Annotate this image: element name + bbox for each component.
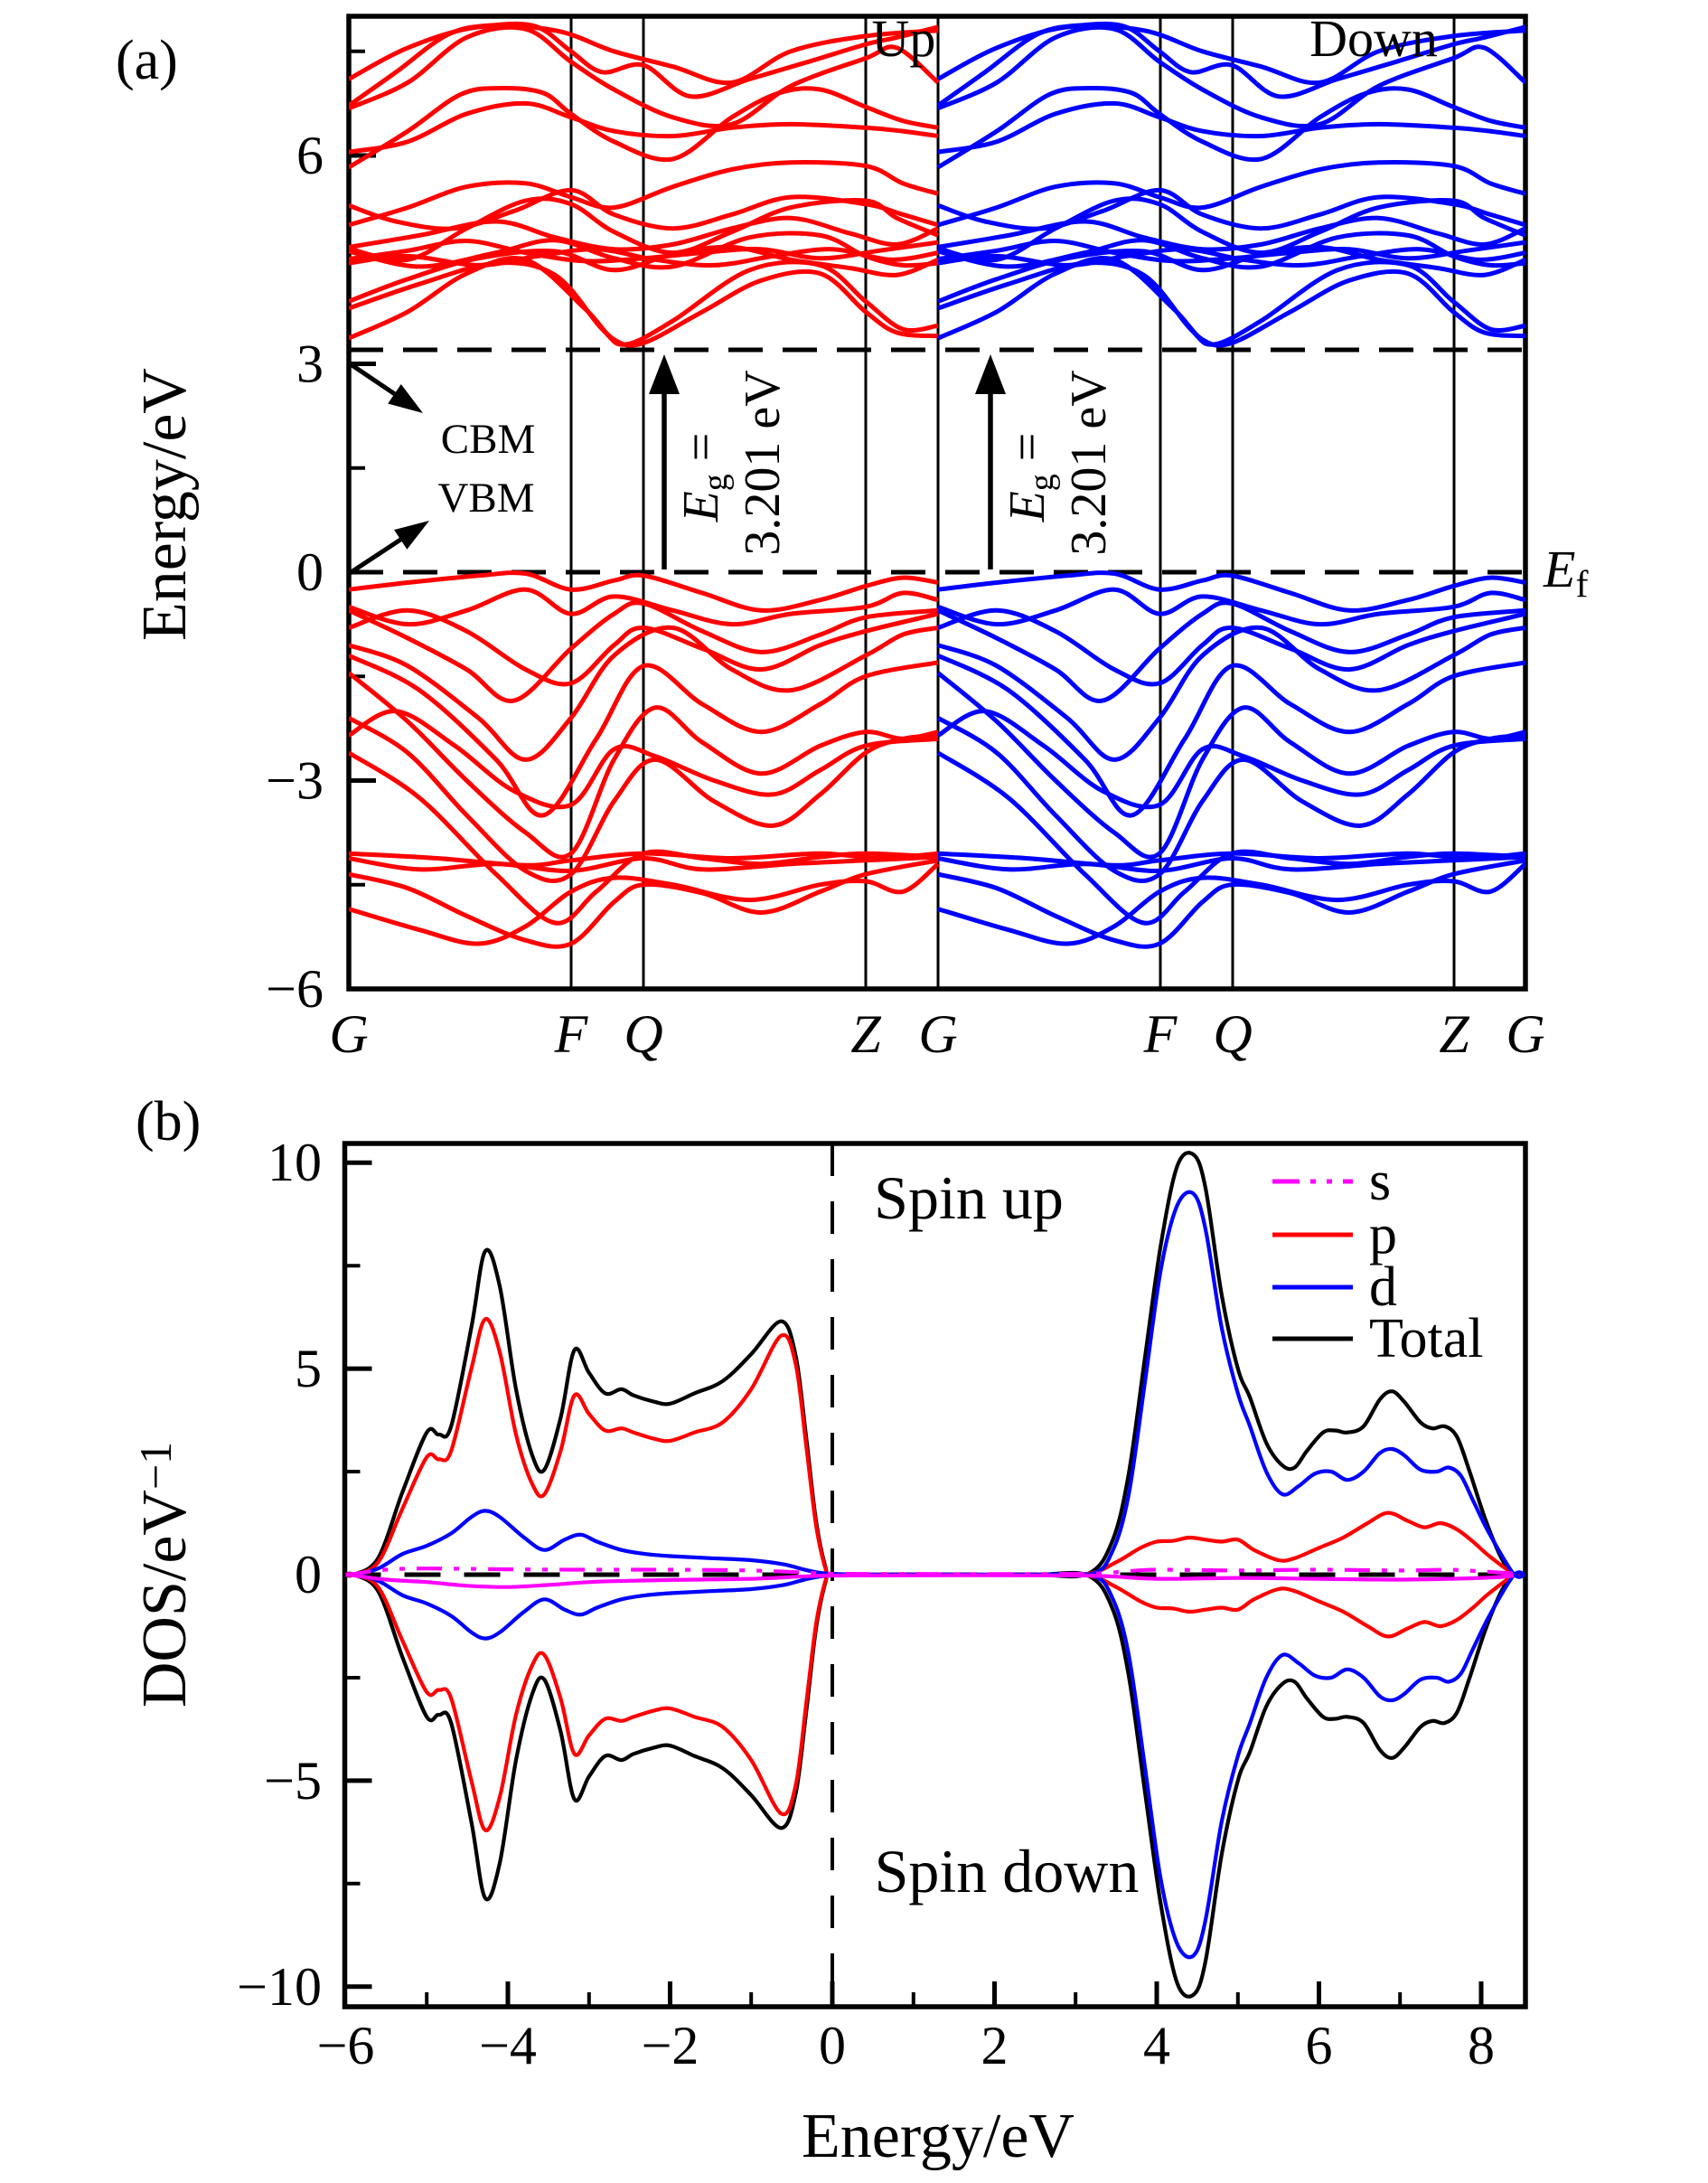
svg-text:CBM: CBM — [441, 416, 536, 463]
svg-text:5: 5 — [295, 1339, 322, 1398]
svg-text:3.201 eV: 3.201 eV — [735, 370, 791, 555]
svg-text:6: 6 — [296, 126, 324, 185]
svg-text:−10: −10 — [237, 1957, 322, 2017]
svg-text:10: 10 — [267, 1133, 322, 1192]
svg-text:6: 6 — [1306, 2016, 1333, 2075]
svg-text:−4: −4 — [479, 2016, 537, 2075]
svg-text:2: 2 — [981, 2016, 1009, 2075]
svg-text:−6: −6 — [317, 2016, 375, 2075]
svg-text:3.201 eV: 3.201 eV — [1061, 370, 1117, 555]
svg-text:p: p — [1369, 1204, 1397, 1266]
svg-text:Q: Q — [624, 1004, 662, 1064]
svg-text:G: G — [1506, 1004, 1544, 1064]
svg-text:F: F — [554, 1004, 589, 1064]
svg-text:VBM: VBM — [437, 475, 534, 522]
svg-text:Eg =: Eg = — [673, 433, 735, 523]
svg-text:8: 8 — [1468, 2016, 1495, 2075]
svg-text:Z: Z — [1439, 1004, 1469, 1064]
svg-text:Energy/eV: Energy/eV — [130, 368, 200, 641]
svg-text:4: 4 — [1143, 2016, 1170, 2075]
svg-text:0: 0 — [819, 2016, 846, 2075]
svg-text:Ef: Ef — [1543, 540, 1588, 606]
svg-text:Spin up: Spin up — [874, 1163, 1064, 1232]
svg-text:−2: −2 — [642, 2016, 699, 2075]
svg-text:Up: Up — [872, 9, 936, 68]
svg-text:s: s — [1369, 1151, 1391, 1212]
svg-text:Energy/eV: Energy/eV — [802, 2102, 1075, 2171]
svg-text:0: 0 — [295, 1545, 322, 1604]
svg-text:d: d — [1369, 1256, 1397, 1318]
svg-text:F: F — [1143, 1004, 1178, 1064]
svg-text:−5: −5 — [264, 1751, 322, 1811]
svg-text:0: 0 — [296, 542, 324, 602]
svg-text:(a): (a) — [116, 30, 178, 91]
svg-text:(b): (b) — [136, 1091, 201, 1153]
svg-text:Z: Z — [850, 1004, 881, 1064]
svg-text:Q: Q — [1213, 1004, 1252, 1064]
svg-text:−3: −3 — [266, 751, 324, 811]
svg-text:Down: Down — [1309, 9, 1438, 68]
svg-text:3: 3 — [296, 334, 324, 394]
svg-text:G: G — [918, 1004, 957, 1064]
svg-text:G: G — [329, 1004, 368, 1064]
svg-text:Spin down: Spin down — [875, 1837, 1140, 1905]
svg-text:Eg =: Eg = — [999, 433, 1061, 523]
svg-text:−6: −6 — [266, 959, 324, 1019]
svg-text:Total: Total — [1369, 1308, 1484, 1369]
